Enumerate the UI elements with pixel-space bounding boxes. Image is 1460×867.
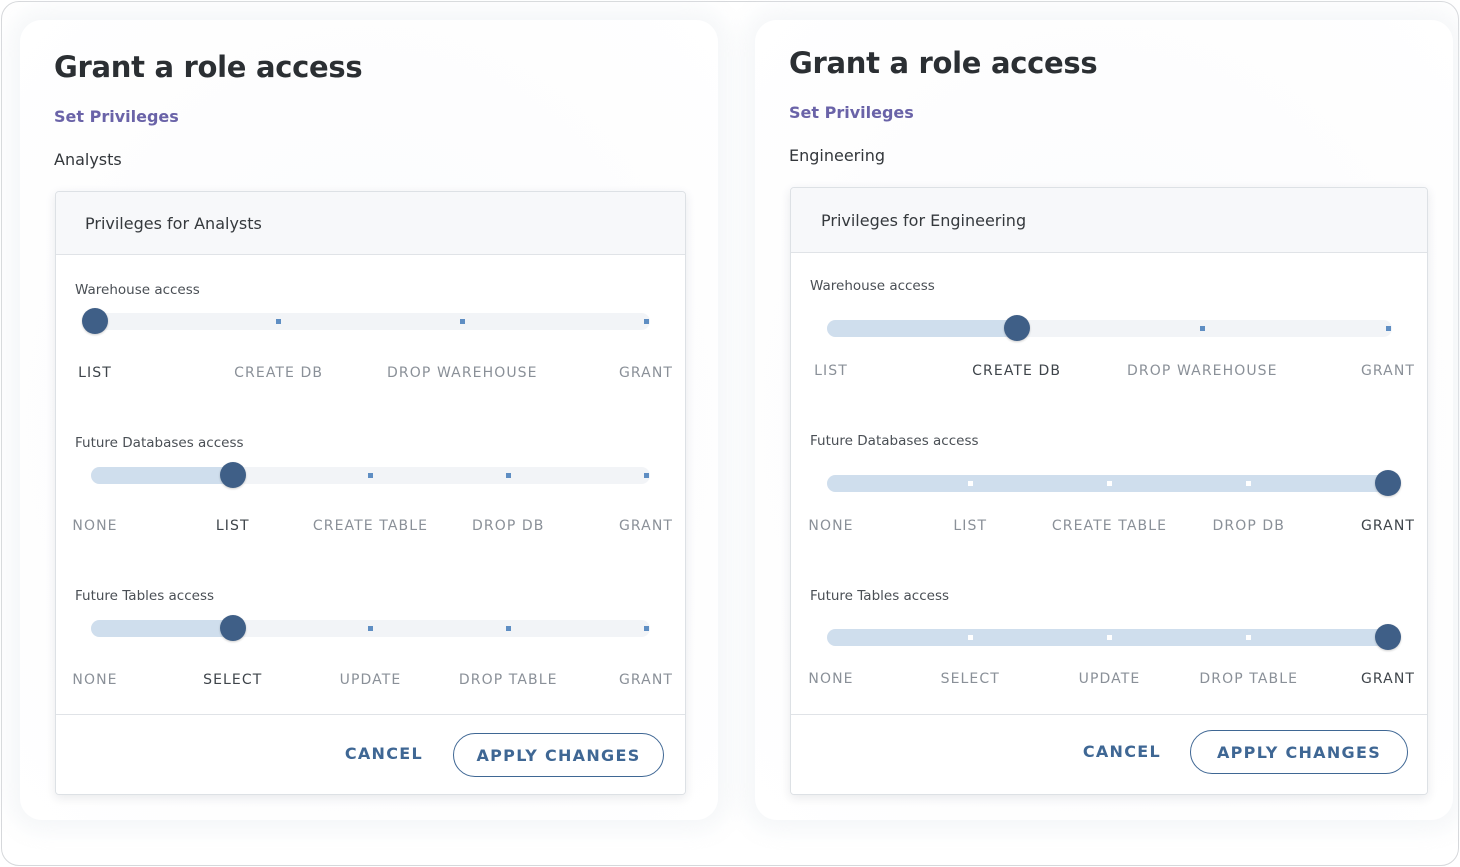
- slider-option-label[interactable]: CREATE DB: [972, 363, 1062, 379]
- slider-option-label[interactable]: NONE: [808, 671, 854, 687]
- slider-option-label[interactable]: UPDATE: [1078, 671, 1141, 687]
- slider-option-label[interactable]: DROP TABLE: [458, 672, 558, 688]
- slider-thumb[interactable]: [219, 615, 246, 641]
- slider-option-label[interactable]: NONE: [72, 672, 118, 688]
- slider-option-label[interactable]: LIST: [78, 365, 112, 381]
- slider-option-label[interactable]: DROP TABLE: [1199, 671, 1299, 687]
- slider-fill: [827, 320, 1021, 337]
- slider-option-label[interactable]: LIST: [953, 518, 988, 534]
- slider-option-label[interactable]: DROP WAREHOUSE: [387, 365, 538, 381]
- slider-step-marker[interactable]: [1246, 480, 1252, 486]
- role-name: Analysts: [54, 150, 122, 169]
- slider-option-label[interactable]: GRANT: [618, 518, 674, 534]
- slider-option-label[interactable]: GRANT: [1360, 518, 1416, 534]
- slider-step-marker[interactable]: [505, 472, 511, 478]
- slider-option-label[interactable]: NONE: [808, 518, 854, 534]
- slider-track[interactable]: [91, 313, 650, 330]
- slider-option-label[interactable]: SELECT: [940, 671, 1000, 687]
- slider-option-label[interactable]: GRANT: [618, 365, 674, 381]
- slider-option-label[interactable]: DROP WAREHOUSE: [1127, 363, 1278, 379]
- slider-option-label[interactable]: GRANT: [1360, 671, 1416, 687]
- slider-option-label[interactable]: UPDATE: [339, 672, 402, 688]
- card-header-title: Privileges for Analysts: [85, 214, 262, 233]
- slider-step-marker[interactable]: [1107, 480, 1112, 486]
- card-header: Privileges for Analysts: [56, 192, 685, 255]
- card-footer: CANCEL APPLY CHANGES: [56, 714, 685, 794]
- slider-step-marker[interactable]: [368, 472, 373, 478]
- slider-step-marker[interactable]: [1107, 634, 1112, 640]
- card-header: Privileges for Engineering: [791, 188, 1427, 253]
- cancel-button[interactable]: CANCEL: [1082, 742, 1161, 761]
- slider-option-label[interactable]: CREATE DB: [234, 365, 324, 381]
- card-footer: CANCEL APPLY CHANGES: [791, 714, 1427, 794]
- section-subtitle: Set Privileges: [54, 107, 179, 126]
- slider-label: Future Databases access: [810, 433, 979, 449]
- slider-option-label[interactable]: DROP DB: [471, 518, 545, 534]
- card-header-title: Privileges for Engineering: [821, 211, 1027, 230]
- apply-changes-button[interactable]: APPLY CHANGES: [1190, 730, 1408, 774]
- privileges-card: Privileges for Analysts Warehouse access…: [55, 191, 686, 795]
- slider-step-marker[interactable]: [1199, 325, 1205, 331]
- slider-option-label[interactable]: GRANT: [618, 672, 674, 688]
- page-title: Grant a role access: [789, 46, 1098, 80]
- slider-step-marker[interactable]: [505, 625, 511, 631]
- slider-label: Future Tables access: [75, 588, 215, 604]
- slider-option-label[interactable]: CREATE TABLE: [1051, 518, 1168, 534]
- slider-option-label[interactable]: NONE: [72, 518, 118, 534]
- slider-option-label[interactable]: GRANT: [1360, 363, 1416, 379]
- slider-thumb[interactable]: [82, 308, 108, 334]
- slider-option-label[interactable]: LIST: [215, 518, 250, 534]
- apply-changes-button[interactable]: APPLY CHANGES: [453, 733, 664, 777]
- slider-step-marker[interactable]: [643, 318, 649, 324]
- slider-step-marker[interactable]: [967, 480, 973, 486]
- slider-step-marker[interactable]: [368, 625, 373, 631]
- privileges-card: Privileges for Engineering Warehouse acc…: [790, 187, 1428, 795]
- slider-option-label[interactable]: DROP DB: [1212, 518, 1286, 534]
- role-name: Engineering: [789, 146, 885, 165]
- page-title: Grant a role access: [54, 50, 363, 84]
- slider-label: Future Databases access: [75, 435, 244, 451]
- slider-option-label[interactable]: LIST: [814, 363, 848, 379]
- slider-label: Warehouse access: [810, 278, 935, 294]
- slider-step-marker[interactable]: [967, 634, 973, 640]
- slider-label: Future Tables access: [810, 588, 950, 604]
- slider-thumb[interactable]: [1003, 315, 1030, 341]
- slider-step-marker[interactable]: [643, 625, 649, 631]
- slider-thumb[interactable]: [1375, 624, 1401, 650]
- section-subtitle: Set Privileges: [789, 103, 914, 122]
- slider-thumb[interactable]: [219, 462, 246, 488]
- slider-fill: [91, 467, 237, 484]
- slider-step-marker[interactable]: [643, 472, 649, 478]
- slider-step-marker[interactable]: [459, 318, 465, 324]
- slider-label: Warehouse access: [75, 282, 200, 298]
- cancel-button[interactable]: CANCEL: [344, 744, 423, 763]
- slider-step-marker[interactable]: [1385, 325, 1391, 331]
- slider-thumb[interactable]: [1375, 470, 1401, 496]
- slider-option-label[interactable]: CREATE TABLE: [312, 518, 429, 534]
- slider-fill: [91, 620, 237, 637]
- slider-option-label[interactable]: SELECT: [203, 672, 263, 688]
- slider-step-marker[interactable]: [1246, 634, 1252, 640]
- slider-step-marker[interactable]: [276, 318, 282, 324]
